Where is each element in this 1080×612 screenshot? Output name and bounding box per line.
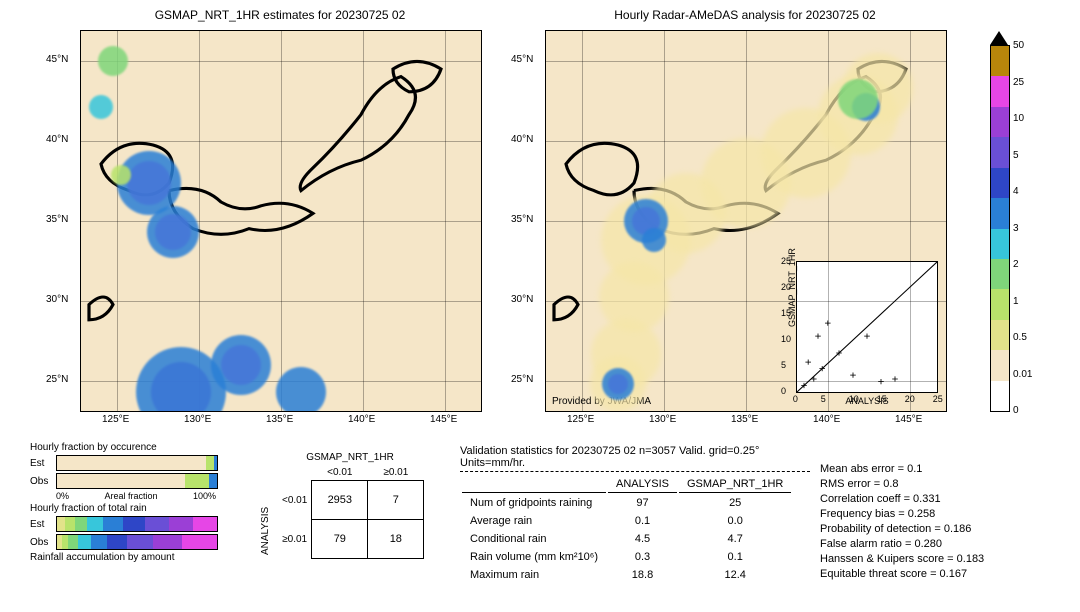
conf-cell-01: 7 (368, 481, 424, 520)
conf-cell-00: 2953 (312, 481, 368, 520)
stats-row: Conditional rain4.54.7 (462, 531, 791, 547)
conf-matrix-row-title: ANALYSIS (260, 507, 271, 555)
inset-ytick: 15 (781, 308, 791, 318)
precip-blob (276, 367, 326, 412)
inset-ytick: 0 (781, 386, 786, 396)
conf-col-head-1: ≥0.01 (368, 465, 424, 481)
stats-metric: Mean abs error = 0.1 (820, 463, 984, 475)
x-tick: 125°E (567, 414, 594, 425)
conf-cell-11: 18 (368, 520, 424, 559)
colorbar-tick: 50 (1013, 40, 1024, 51)
fraction-bars: Hourly fraction by occurence Est Obs 0% … (30, 440, 230, 565)
pct0-label: 0% (56, 491, 69, 501)
inset-ytick: 25 (781, 256, 791, 266)
occurrence-est-bar (56, 455, 218, 471)
stats-title: Validation statistics for 20230725 02 n=… (460, 445, 810, 469)
y-tick: 40°N (511, 134, 533, 145)
colorbar-tick: 4 (1013, 186, 1019, 197)
conf-cell-10: 79 (312, 520, 368, 559)
stats-row: Maximum rain18.812.4 (462, 567, 791, 583)
inset-xtick: 5 (821, 394, 826, 404)
inset-ytick: 5 (781, 360, 786, 370)
rain-est-bar (56, 516, 218, 532)
precip-blob (642, 228, 666, 252)
scatter-inset: ANALYSIS GSMAP_NRT_1HR 00551010151520202… (796, 261, 938, 393)
total-rain-title: Hourly fraction of total rain (30, 503, 230, 514)
stats-col-b: GSMAP_NRT_1HR (679, 476, 791, 493)
pct100-label: 100% (193, 491, 216, 501)
est-label2: Est (30, 519, 56, 530)
colorbar-tick: 3 (1013, 223, 1019, 234)
x-tick: 140°E (813, 414, 840, 425)
stats-col-a: ANALYSIS (608, 476, 677, 493)
colorbar-tick: 10 (1013, 113, 1024, 124)
stats-table: Validation statistics for 20230725 02 n=… (460, 445, 810, 585)
stats-row: Num of gridpoints raining9725 (462, 495, 791, 511)
y-tick: 45°N (511, 54, 533, 65)
stats-metric: False alarm ratio = 0.280 (820, 538, 984, 550)
y-tick: 25°N (511, 374, 533, 385)
rain-obs-bar (56, 534, 218, 550)
occurrence-obs-bar (56, 473, 218, 489)
inset-xtick: 10 (849, 394, 859, 404)
colorbar-tick: 0.5 (1013, 332, 1027, 343)
stats-metric: Hanssen & Kuipers score = 0.183 (820, 553, 984, 565)
stats-metric: Equitable threat score = 0.167 (820, 568, 984, 580)
stats-metric: RMS error = 0.8 (820, 478, 984, 490)
obs-label2: Obs (30, 537, 56, 548)
y-tick: 25°N (46, 374, 68, 385)
stats-row: Rain volume (mm km²10⁶)0.30.1 (462, 549, 791, 565)
inset-xtick: 25 (933, 394, 943, 404)
x-tick: 130°E (649, 414, 676, 425)
inset-ytick: 20 (781, 282, 791, 292)
precip-blob (147, 206, 199, 258)
stats-row: Average rain0.10.0 (462, 513, 791, 529)
y-tick: 35°N (46, 214, 68, 225)
x-tick: 125°E (102, 414, 129, 425)
precip-blob (89, 95, 113, 119)
colorbar-arrow-icon (990, 31, 1008, 45)
x-tick: 140°E (348, 414, 375, 425)
y-tick: 45°N (46, 54, 68, 65)
right-map: Provided by JWA/JMA ANALYSIS GSMAP_NRT_1… (545, 30, 947, 412)
y-tick: 40°N (46, 134, 68, 145)
colorbar-tick: 1 (1013, 296, 1019, 307)
est-label: Est (30, 458, 56, 469)
left-map (80, 30, 482, 412)
areal-label: Areal fraction (104, 491, 157, 501)
inset-ytick: 10 (781, 334, 791, 344)
stats-metric: Frequency bias = 0.258 (820, 508, 984, 520)
stats-right: Mean abs error = 0.1 RMS error = 0.8 Corre… (820, 460, 984, 583)
accum-title: Rainfall accumulation by amount (30, 552, 230, 563)
confusion-matrix: <0.01≥0.01 <0.0129537 ≥0.017918 (278, 465, 424, 559)
conf-row-head-0: <0.01 (278, 481, 312, 520)
x-tick: 145°E (430, 414, 457, 425)
conf-col-head-0: <0.01 (312, 465, 368, 481)
colorbar-tick: 2 (1013, 259, 1019, 270)
y-tick: 30°N (46, 294, 68, 305)
colorbar: 502510543210.50.010 (990, 45, 1010, 412)
stats-metric: Probability of detection = 0.186 (820, 523, 984, 535)
colorbar-tick: 0 (1013, 405, 1019, 416)
x-tick: 135°E (266, 414, 293, 425)
occurrence-title: Hourly fraction by occurence (30, 442, 230, 453)
obs-label: Obs (30, 476, 56, 487)
inset-xtick: 0 (793, 394, 798, 404)
x-tick: 130°E (184, 414, 211, 425)
x-tick: 135°E (731, 414, 758, 425)
colorbar-tick: 25 (1013, 77, 1024, 88)
y-tick: 35°N (511, 214, 533, 225)
stats-metric: Correlation coeff = 0.331 (820, 493, 984, 505)
colorbar-tick: 0.01 (1013, 369, 1032, 380)
conf-row-head-1: ≥0.01 (278, 520, 312, 559)
right-map-title: Hourly Radar-AMeDAS analysis for 2023072… (545, 8, 945, 22)
colorbar-tick: 5 (1013, 150, 1019, 161)
left-map-title: GSMAP_NRT_1HR estimates for 20230725 02 (80, 8, 480, 22)
inset-xlabel: ANALYSIS (797, 396, 937, 406)
conf-matrix-col-title: GSMAP_NRT_1HR (290, 452, 410, 463)
y-tick: 30°N (511, 294, 533, 305)
x-tick: 145°E (895, 414, 922, 425)
inset-xtick: 15 (877, 394, 887, 404)
